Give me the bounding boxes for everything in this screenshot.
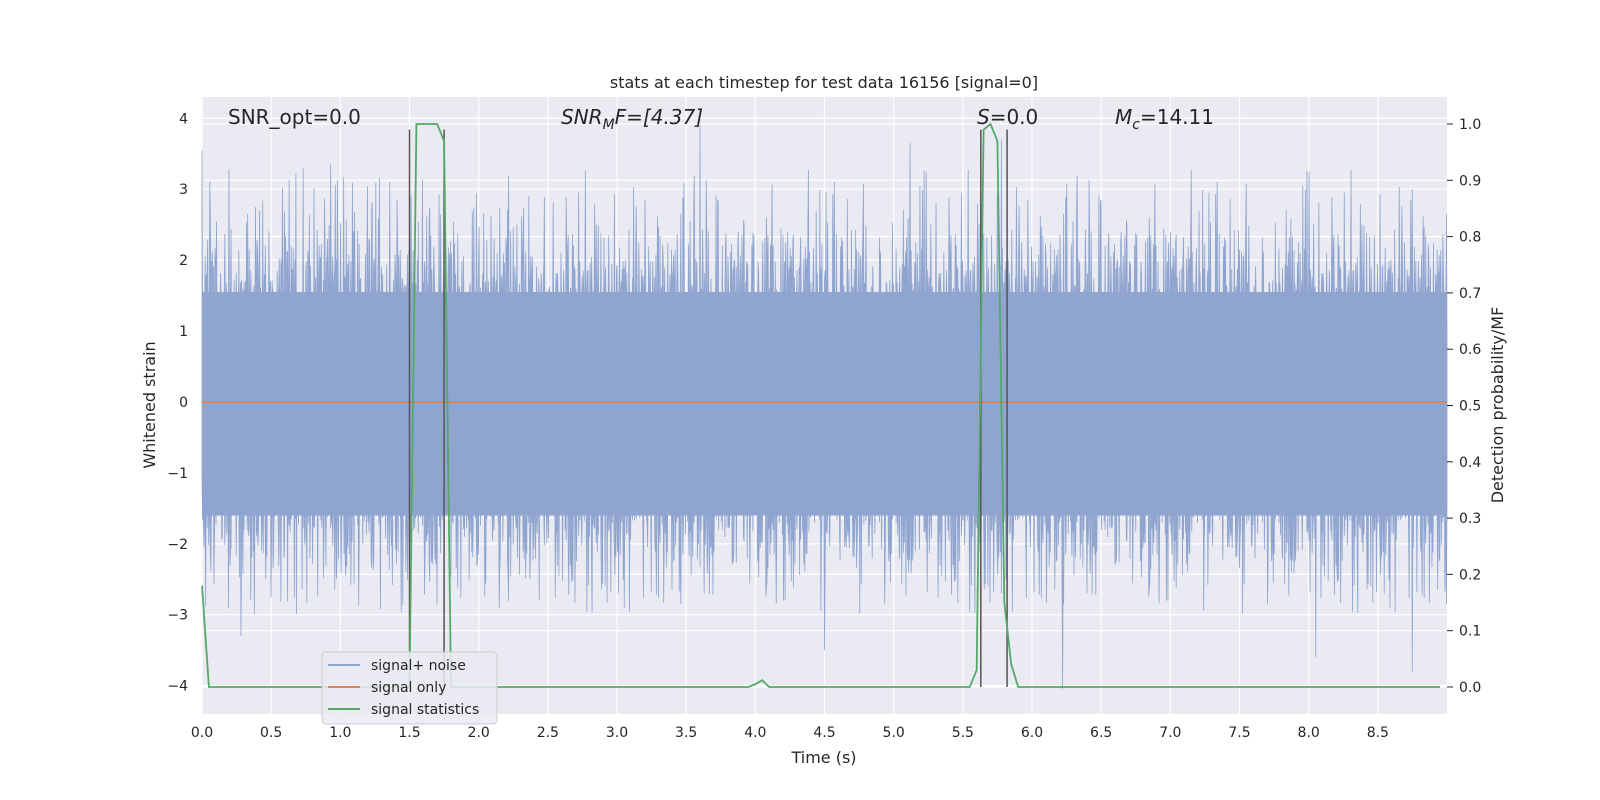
x-tick-label: 2.5 xyxy=(537,725,559,741)
noise-core-band xyxy=(202,292,1447,516)
x-tick-label: 0.5 xyxy=(260,725,282,741)
chart-title: stats at each timestep for test data 161… xyxy=(610,73,1038,92)
y-right-tick-label: 0.9 xyxy=(1459,173,1481,189)
s-rest: =0.0 xyxy=(990,105,1039,129)
x-tick-label: 8.0 xyxy=(1298,725,1320,741)
y-right-tick-label: 0.7 xyxy=(1459,286,1481,302)
y-right-tick-label: 1.0 xyxy=(1459,117,1481,133)
snr-mf-sub: M xyxy=(603,117,615,133)
y-left-tick-label: 0 xyxy=(179,395,188,411)
y-right-tick-label: 0.0 xyxy=(1459,680,1481,696)
y-right-tick-label: 0.2 xyxy=(1459,567,1481,583)
x-tick-label: 0.0 xyxy=(191,725,213,741)
y-left-tick-label: −4 xyxy=(167,679,188,695)
x-tick-label: 6.0 xyxy=(1021,725,1043,741)
y-left-tick-label: 1 xyxy=(179,324,188,340)
y-right-tick-label: 0.5 xyxy=(1459,399,1481,415)
legend: signal+ noise signal only signal statist… xyxy=(321,651,498,725)
annotation-snr-mf: SNRMF=[4.37] xyxy=(561,105,703,133)
x-tick-label: 2.0 xyxy=(468,725,490,741)
mc-main: M xyxy=(1115,105,1132,129)
legend-box xyxy=(321,651,498,725)
x-tick-label: 5.5 xyxy=(952,725,974,741)
y-right-tick-label: 0.1 xyxy=(1459,624,1481,640)
legend-label-signal-noise: signal+ noise xyxy=(371,658,466,674)
s-main: S xyxy=(977,105,990,129)
x-axis-label: Time (s) xyxy=(790,748,856,767)
snr-mf-rest: F=[4.37] xyxy=(615,105,703,129)
x-tick-label: 8.5 xyxy=(1367,725,1389,741)
ticks: 0.0 0.5 1.0 1.5 2.0 2.5 3.0 3.5 4.0 4.5 5.0 5.5 6.0 6… xyxy=(167,111,1481,741)
y-right-tick-label: 0.3 xyxy=(1459,511,1481,527)
annotation-s: S=0.0 xyxy=(977,105,1038,129)
x-tick-label: 4.5 xyxy=(813,725,835,741)
legend-label-signal-statistics: signal statistics xyxy=(371,702,479,718)
signal-statistics-line xyxy=(201,122,1441,688)
y-axis-label-right: Detection probability/MF xyxy=(1488,307,1507,504)
snr-mf-main: SNR xyxy=(561,105,603,129)
y-left-tick-label: 2 xyxy=(179,253,188,269)
overlay xyxy=(201,122,1447,688)
legend-label-signal-only: signal only xyxy=(371,680,446,696)
y-left-tick-label: 3 xyxy=(179,182,188,198)
y-left-tick-label: −2 xyxy=(167,537,188,553)
y-right-tick-label: 0.4 xyxy=(1459,455,1481,471)
annotation-snr-opt: SNR_opt=0.0 xyxy=(228,105,361,129)
y-right-tick-label: 0.6 xyxy=(1459,342,1481,358)
y-left-tick-label: 4 xyxy=(179,111,188,127)
x-tick-label: 5.0 xyxy=(883,725,905,741)
y-right-tick-label: 0.8 xyxy=(1459,230,1481,246)
x-tick-label: 1.5 xyxy=(398,725,420,741)
annotation-mc: Mc=14.11 xyxy=(1115,105,1214,133)
mc-rest: =14.11 xyxy=(1140,105,1214,129)
x-tick-label: 6.5 xyxy=(1090,725,1112,741)
x-tick-label: 3.0 xyxy=(606,725,628,741)
y-left-tick-label: −1 xyxy=(167,466,188,482)
x-tick-label: 7.0 xyxy=(1159,725,1181,741)
mc-sub: c xyxy=(1132,117,1140,133)
x-tick-label: 3.5 xyxy=(675,725,697,741)
x-tick-label: 1.0 xyxy=(329,725,351,741)
y-left-tick-label: −3 xyxy=(167,608,188,624)
y-axis-label-left: Whitened strain xyxy=(140,341,159,468)
x-tick-label: 4.0 xyxy=(744,725,766,741)
x-tick-label: 7.5 xyxy=(1228,725,1250,741)
